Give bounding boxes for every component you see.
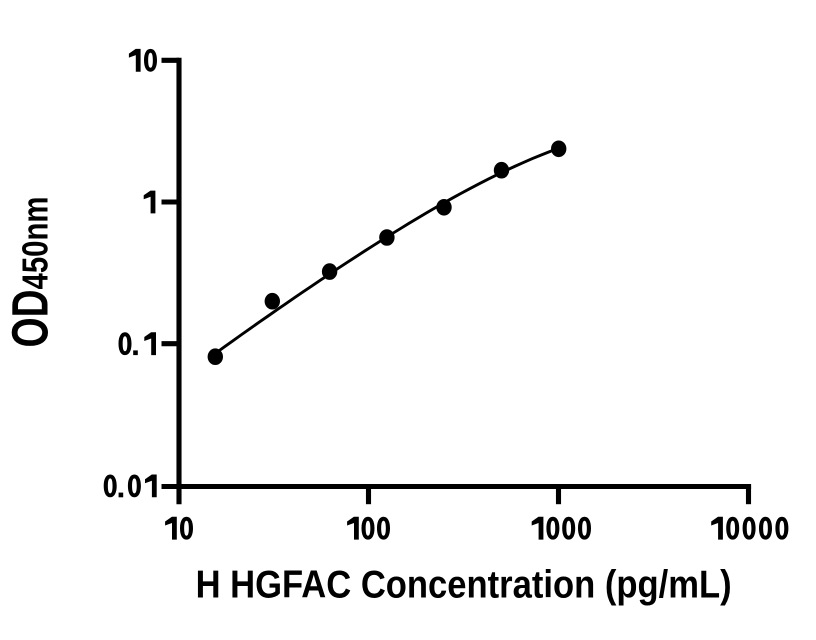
svg-text:OD450nm: OD450nm [1,197,58,348]
svg-text:H HGFAC Concentration (pg/mL): H HGFAC Concentration (pg/mL) [196,563,732,606]
